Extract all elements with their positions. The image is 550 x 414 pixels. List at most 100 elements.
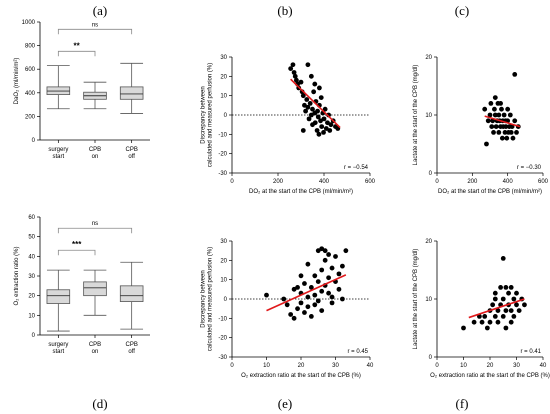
panel-d-box [83, 281, 107, 297]
panel-e-data-point [336, 286, 342, 292]
panel-c-data-point [507, 112, 513, 118]
panel-e-data-point [329, 265, 335, 271]
panel-c-data-point [492, 106, 497, 112]
panel-e-data-point [308, 314, 314, 319]
panel-f-data-point [482, 314, 488, 319]
panel-e-data-point [298, 273, 304, 279]
panel-f-data-point [461, 325, 466, 331]
panel-e-fit-line [266, 274, 347, 312]
panel-e-data-point [336, 271, 342, 277]
panel-d-ytick-label: 10 [28, 313, 35, 319]
panel-a-ytick-label: 800 [25, 44, 36, 50]
panel-f-data-point [471, 319, 477, 325]
panel-e-data-point [315, 298, 321, 304]
panel-e-ytick-label: 0 [224, 297, 228, 303]
panel-b-ytick-label: -30 [218, 171, 227, 177]
panel-c-data-point [482, 106, 488, 112]
panel-f-data-point [508, 319, 514, 325]
panel-e-data-point [319, 267, 325, 273]
panel-a-significance-label: ** [74, 41, 81, 50]
panel-b-xtick-label: 600 [365, 179, 376, 185]
panel-b-ylabel: Discrepancy betweencalculated and measur… [201, 63, 214, 167]
panel-f-data-point [514, 302, 519, 308]
panel-e-xlabel: O₂ extraction ratio at the start of the … [241, 373, 361, 379]
panel-b-data-point [322, 106, 328, 112]
panel-b-data-point [328, 122, 334, 128]
panel-f-data-point [514, 290, 519, 296]
panel-f-data-point [503, 308, 509, 313]
panel-d-ytick-label: 20 [28, 294, 35, 300]
panel-c-data-point [492, 112, 498, 118]
panel-f-data-point [484, 325, 490, 331]
panel-a-bracket [57, 28, 133, 35]
panel-c-data-point [493, 124, 499, 129]
panel-e-data-point [291, 315, 297, 321]
panel-c-data-point [514, 130, 519, 135]
panel-f-data-point [516, 308, 522, 313]
panel-f-data-point [500, 256, 506, 261]
panel-f-xtick-label: 0 [435, 363, 439, 369]
panel-f-data-point [490, 302, 496, 308]
panel-c-data-point [499, 106, 504, 112]
panel-d-category-label: CPB on [89, 342, 101, 355]
panel-label-a: (a) [93, 3, 107, 18]
panel-e-data-point [340, 263, 345, 269]
panel-b-data-point [300, 128, 306, 133]
panel-e-xtick-label: 40 [367, 363, 374, 369]
panel-b-data-point [305, 62, 311, 68]
panel-c-data-point [496, 112, 502, 118]
panel-c-data-point [503, 124, 509, 129]
panel-b-xtick-label: 200 [273, 179, 284, 185]
panel-f-xtick-label: 40 [540, 363, 547, 369]
panel-c-data-point [499, 135, 505, 141]
panel-f-xtick-label: 20 [487, 363, 494, 369]
panel-b-data-point [311, 89, 317, 95]
panel-e-data-point [312, 302, 318, 308]
panel-e-data-point [305, 261, 311, 267]
panel-label-f: (f) [456, 396, 469, 411]
panel-a-box [119, 86, 144, 100]
panel-c-data-point [489, 124, 495, 129]
panel-e-data-point [308, 285, 314, 290]
panel-e-data-point [312, 292, 318, 298]
panel-label-c: (c) [455, 3, 469, 18]
panel-f-data-point [487, 319, 493, 325]
panel-d-category-label: surgery start [48, 342, 68, 355]
panel-e-xtick-label: 10 [263, 363, 270, 369]
panel-c-data-point [488, 101, 494, 106]
panel-e-data-point [284, 302, 290, 308]
panel-e-data-point [298, 300, 304, 306]
panel-e-data-point [302, 281, 307, 286]
panel-e-data-point [295, 306, 300, 312]
panel-c-data-point [496, 130, 502, 135]
panel-d-ytick-label: 30 [28, 274, 35, 280]
panel-b-data-point [314, 128, 320, 133]
panel-b-data-point [315, 108, 320, 114]
panel-e-ytick-label: 30 [220, 239, 227, 245]
panel-e-data-point [305, 304, 311, 310]
panel-f-data-point [492, 296, 498, 302]
panel-e-data-point [329, 300, 335, 306]
panel-f-ytick-label: 0 [429, 355, 433, 361]
panel-c-xtick-label: 400 [503, 179, 514, 185]
panel-e-data-point [305, 294, 311, 300]
panel-c-ytick-label: 0 [429, 171, 433, 177]
panel-b-data-point [300, 93, 306, 99]
panel-c-data-point [498, 101, 503, 106]
panel-c-xtick-label: 200 [467, 179, 478, 185]
panel-b-data-point [321, 130, 326, 135]
panel-e-ytick-label: 20 [220, 258, 227, 264]
panel-b-correlation-label: r = −0.54 [344, 165, 369, 171]
panel-e-data-point [326, 275, 331, 281]
panel-b-data-point [307, 101, 313, 106]
panel-f-data-point [511, 314, 517, 319]
panel-a-ytick-label: 400 [25, 91, 36, 97]
panel-b-xtick-label: 0 [230, 179, 234, 185]
panel-e-data-point [329, 294, 335, 300]
panel-d-ytick-label: 60 [28, 215, 35, 221]
panel-b-ytick-label: 10 [220, 94, 227, 100]
panel-b-data-point [291, 70, 297, 75]
panel-f-data-point [503, 285, 509, 290]
panel-e-ytick-label: 10 [220, 278, 227, 284]
